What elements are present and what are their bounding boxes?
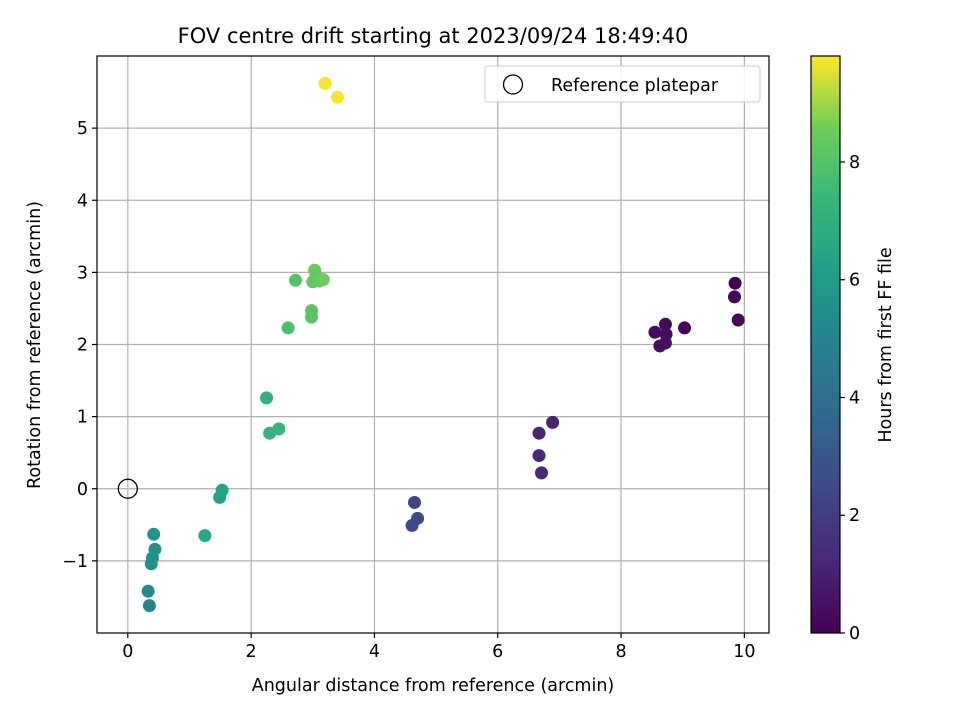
- data-point: [658, 317, 672, 331]
- data-point: [318, 76, 332, 90]
- data-point: [260, 391, 274, 405]
- data-point: [648, 325, 662, 339]
- legend-entry-label: Reference platepar: [551, 76, 719, 96]
- colorbar-tick-label: 8: [849, 153, 860, 173]
- colorbar: [810, 55, 841, 634]
- reference-point: [117, 478, 138, 499]
- data-point: [142, 599, 156, 613]
- data-point: [305, 304, 319, 318]
- y-axis-label: Rotation from reference (arcmin): [25, 201, 45, 489]
- data-point: [728, 276, 742, 290]
- data-point: [532, 426, 546, 440]
- data-point: [546, 415, 560, 429]
- legend-marker-icon: [502, 74, 524, 95]
- y-tick-label: 5: [77, 119, 88, 139]
- legend: Reference platepar: [484, 65, 761, 103]
- data-point: [308, 263, 322, 277]
- x-tick-label: 4: [369, 642, 380, 662]
- x-tick-label: 10: [733, 642, 755, 662]
- data-point: [727, 290, 741, 304]
- colorbar-tick-label: 6: [849, 271, 860, 291]
- colorbar-tick-label: 4: [849, 388, 860, 408]
- colorbar-tick-label: 0: [849, 624, 860, 644]
- x-tick-label: 0: [122, 642, 133, 662]
- data-point: [405, 519, 419, 533]
- legend-box: [484, 65, 761, 103]
- y-tick-label: 1: [77, 408, 88, 428]
- data-point: [532, 449, 546, 463]
- x-tick-label: 2: [246, 642, 257, 662]
- chart-title: FOV centre drift starting at 2023/09/24 …: [178, 24, 689, 48]
- data-point: [316, 273, 330, 287]
- data-point: [408, 495, 422, 509]
- y-axis-ticks: −1 0 1 2 3 4 5: [62, 119, 97, 572]
- data-point: [731, 313, 745, 327]
- y-tick-label: 4: [77, 191, 88, 211]
- data-point: [289, 273, 303, 287]
- data-point: [653, 339, 667, 353]
- x-axis-label: Angular distance from reference (arcmin): [252, 676, 615, 696]
- colorbar-ticks: 0 2 4 6 8: [840, 153, 860, 644]
- data-point: [330, 90, 344, 104]
- y-tick-label: −1: [62, 552, 88, 572]
- data-point: [147, 527, 161, 541]
- data-point: [215, 483, 229, 497]
- x-tick-label: 6: [492, 642, 503, 662]
- x-axis-ticks: 0 2 4 6 8 10: [122, 633, 755, 662]
- data-points: [141, 76, 745, 613]
- colorbar-tick-label: 2: [849, 506, 860, 526]
- x-tick-label: 8: [615, 642, 626, 662]
- data-point: [535, 466, 549, 480]
- data-point: [198, 529, 212, 543]
- data-point: [148, 542, 162, 556]
- data-point: [678, 321, 692, 335]
- data-point: [141, 584, 155, 598]
- y-tick-label: 0: [77, 480, 88, 500]
- data-point: [281, 321, 295, 335]
- y-tick-label: 3: [77, 263, 88, 283]
- y-tick-label: 2: [77, 336, 88, 356]
- data-point: [272, 422, 286, 436]
- colorbar-label: Hours from first FF file: [876, 247, 896, 442]
